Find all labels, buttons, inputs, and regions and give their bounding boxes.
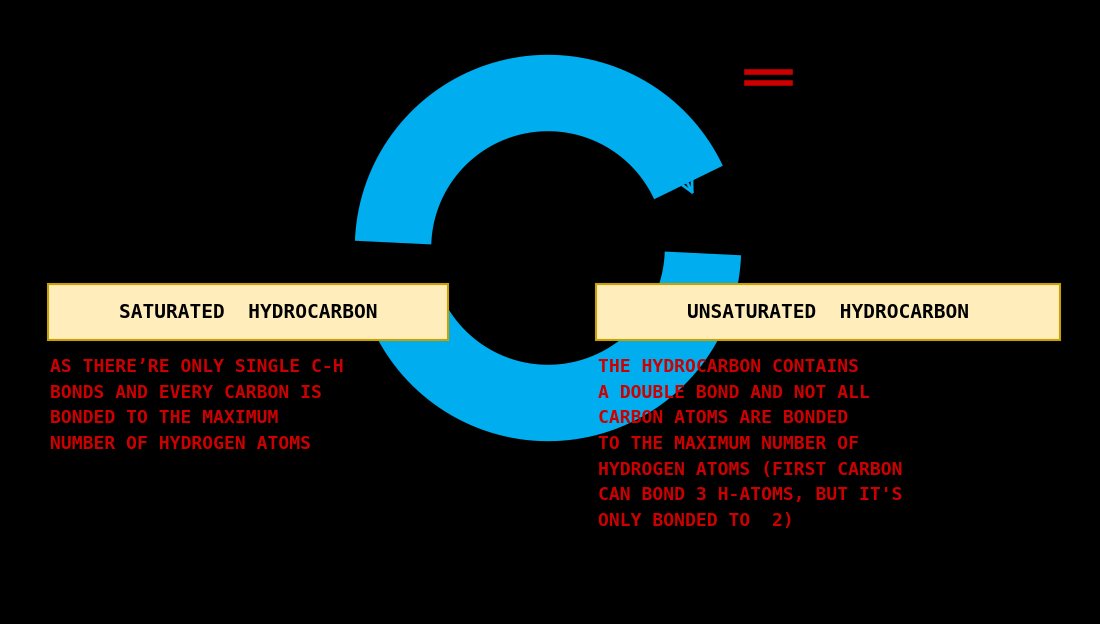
Text: SATURATED  HYDROCARBON: SATURATED HYDROCARBON bbox=[119, 303, 377, 321]
Text: AS THERE’RE ONLY SINGLE C-H
BONDS AND EVERY CARBON IS
BONDED TO THE MAXIMUM
NUMB: AS THERE’RE ONLY SINGLE C-H BONDS AND EV… bbox=[50, 358, 343, 453]
Text: THE HYDROCARBON CONTAINS
A DOUBLE BOND AND NOT ALL
CARBON ATOMS ARE BONDED
TO TH: THE HYDROCARBON CONTAINS A DOUBLE BOND A… bbox=[598, 358, 902, 530]
Text: UNSATURATED  HYDROCARBON: UNSATURATED HYDROCARBON bbox=[688, 303, 969, 321]
FancyBboxPatch shape bbox=[596, 284, 1060, 340]
FancyBboxPatch shape bbox=[48, 284, 448, 340]
